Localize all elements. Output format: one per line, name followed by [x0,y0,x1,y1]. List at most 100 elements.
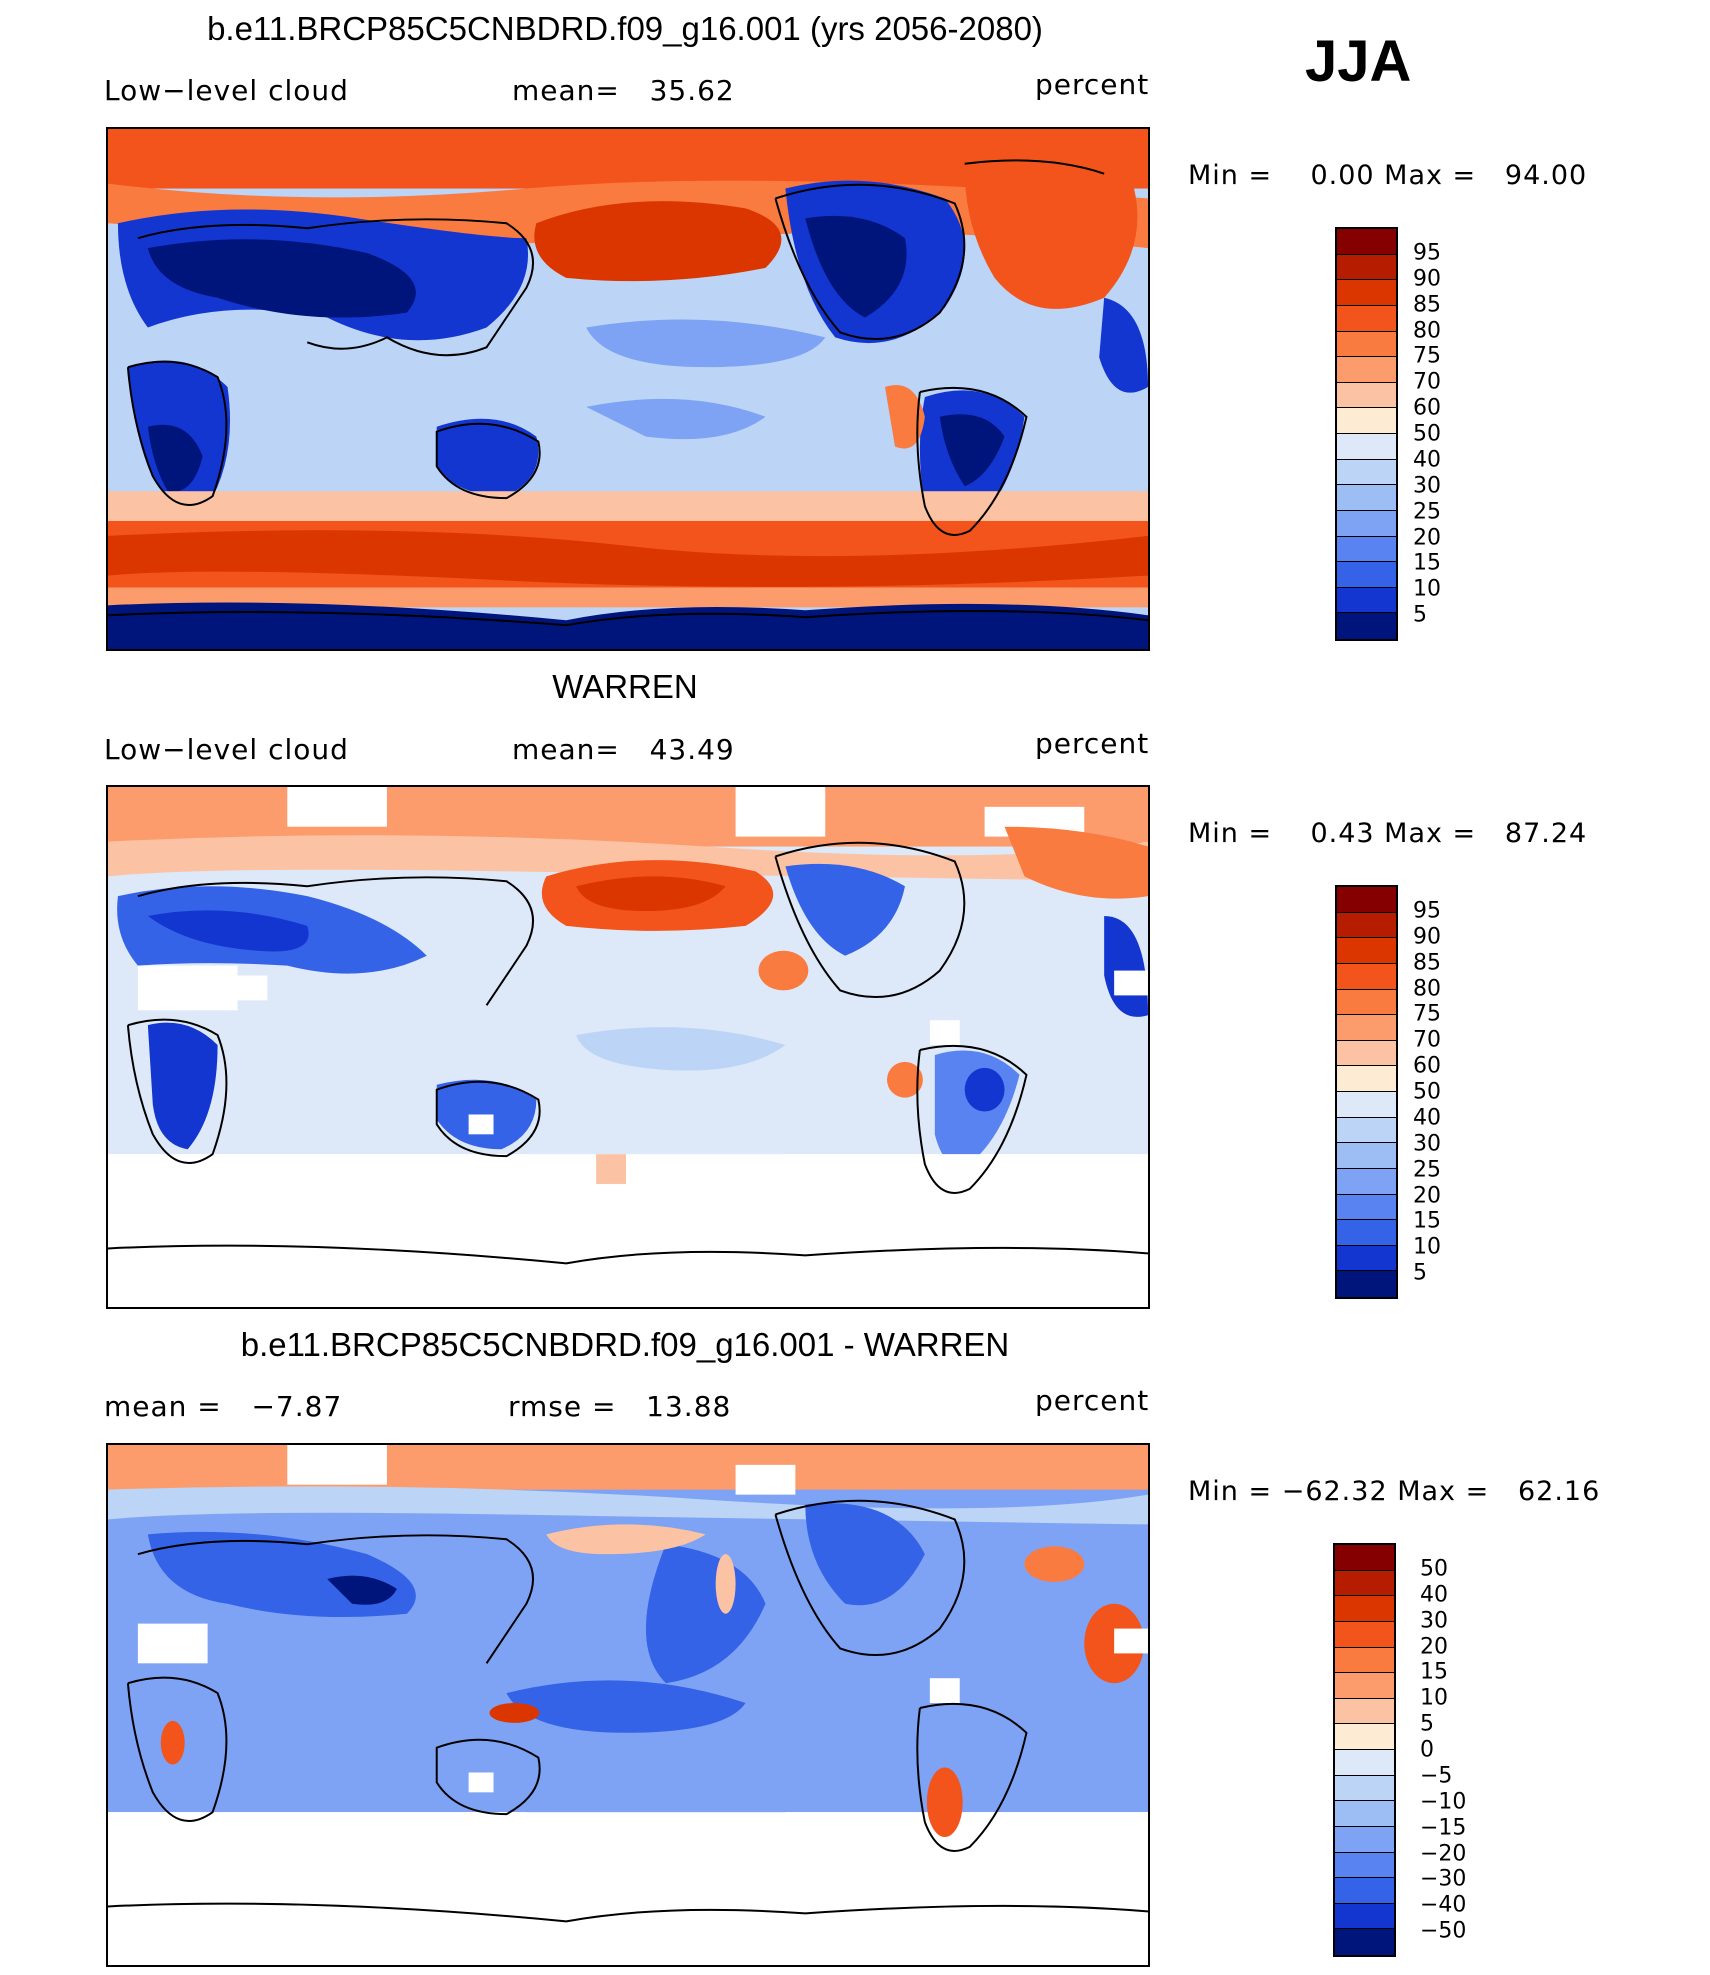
colorbar-swatch [1337,1040,1396,1067]
colorbar-swatch [1337,912,1396,939]
colorbar-swatch [1335,1673,1394,1699]
colorbar-swatch [1337,408,1396,434]
colorbar-swatch [1337,562,1396,588]
colorbar-swatch [1337,1168,1396,1195]
colorbar-tick-label: 40 [1413,447,1441,473]
colorbar-swatch [1335,1775,1394,1802]
colorbar-tick-label: 85 [1413,950,1441,976]
colorbar-tick-label: 90 [1413,266,1441,292]
colorbar-tick-label: 50 [1413,1079,1441,1105]
panel-3-mean-label: mean = −7.87 [104,1390,343,1423]
colorbar-swatch [1335,1570,1394,1597]
colorbar-swatch [1337,280,1396,306]
colorbar-tick-label: 75 [1413,1001,1441,1027]
panel-2-mean-label: mean= 43.49 [512,733,735,766]
colorbar-tick-label: 60 [1413,395,1441,421]
colorbar-tick-label: 20 [1413,1183,1441,1208]
colorbar-tick-label: 10 [1420,1685,1448,1711]
colorbar-swatch [1337,357,1396,383]
colorbar-swatch [1335,1903,1394,1930]
colorbar-tick-label: 30 [1413,1131,1441,1157]
colorbar-tick-label: −15 [1420,1815,1467,1841]
colorbar-swatch [1337,1194,1396,1221]
panel-2-colorbar-labels: 95 90 85 80 75 70 60 50 40 30 25 20 15 10 5 [1413,885,1473,1299]
panel-1-variable-label: Low−level cloud [104,74,349,107]
panel-3-min-max: Min = −62.32 Max = 62.16 [1188,1476,1601,1507]
colorbar-tick-label: −50 [1420,1918,1467,1944]
colorbar-tick-label: 80 [1413,318,1441,343]
colorbar-swatch [1335,1621,1394,1648]
colorbar-swatch [1337,331,1396,358]
colorbar-swatch [1337,536,1396,563]
colorbar-tick-label: 15 [1420,1659,1448,1685]
colorbar-tick-label: 5 [1420,1711,1434,1737]
panel-3-title: b.e11.BRCP85C5CNBDRD.f09_g16.001 - WARRE… [240,1326,1010,1363]
colorbar-swatch [1335,1724,1394,1750]
panel-1-title: b.e11.BRCP85C5CNBDRD.f09_g16.001 (yrs 20… [207,10,1043,47]
colorbar-tick-label: 10 [1413,576,1441,602]
panel-2-map [106,785,1150,1309]
panel-2-title: WARREN [552,668,698,705]
colorbar-swatch [1335,1878,1394,1904]
colorbar-swatch [1337,989,1396,1016]
season-label: JJA [1305,29,1412,94]
colorbar-swatch [1337,485,1396,511]
colorbar-tick-label: 60 [1413,1053,1441,1079]
colorbar-swatch [1335,1596,1394,1622]
colorbar-tick-label: 50 [1420,1556,1448,1582]
colorbar-swatch [1337,1220,1396,1246]
panel-2-units-label: percent [1035,727,1150,760]
colorbar-swatch [1337,587,1396,614]
colorbar-swatch [1335,1698,1394,1725]
colorbar-tick-label: 15 [1413,550,1441,576]
colorbar-tick-label: 25 [1413,1157,1441,1183]
colorbar-tick-label: 10 [1413,1234,1441,1260]
colorbar-swatch [1337,305,1396,332]
colorbar-swatch [1337,1245,1396,1272]
panel-1-map [106,127,1150,651]
colorbar-swatch [1337,1271,1396,1297]
colorbar-tick-label: 70 [1413,1027,1441,1053]
colorbar-tick-label: 25 [1413,499,1441,525]
colorbar-tick-label: 90 [1413,924,1441,950]
panel-2-colorbar [1335,885,1398,1299]
colorbar-tick-label: 15 [1413,1208,1441,1234]
colorbar-swatch [1337,1092,1396,1118]
colorbar-swatch [1337,963,1396,990]
colorbar-tick-label: 40 [1413,1105,1441,1131]
colorbar-tick-label: −30 [1420,1866,1467,1892]
colorbar-tick-label: 80 [1413,976,1441,1001]
colorbar-swatch [1337,613,1396,639]
panel-2-variable-label: Low−level cloud [104,733,349,766]
colorbar-tick-label: 30 [1420,1608,1448,1634]
colorbar-tick-label: 20 [1420,1634,1448,1659]
panel-3-units-label: percent [1035,1384,1150,1417]
colorbar-tick-label: −20 [1420,1841,1467,1866]
colorbar-swatch [1337,434,1396,460]
colorbar-tick-label: 85 [1413,292,1441,318]
colorbar-swatch [1337,382,1396,409]
panel-3-colorbar [1333,1543,1396,1957]
panel-1-min-max: Min = 0.00 Max = 94.00 [1188,160,1588,191]
colorbar-swatch [1337,938,1396,964]
panel-1-colorbar-labels: 95 90 85 80 75 70 60 50 40 30 25 20 15 10 5 [1413,227,1473,641]
colorbar-swatch [1337,887,1396,913]
panel-3-map [106,1443,1150,1967]
colorbar-swatch [1335,1750,1394,1776]
colorbar-swatch [1337,254,1396,281]
colorbar-tick-label: 95 [1413,240,1441,266]
colorbar-tick-label: 95 [1413,898,1441,924]
colorbar-swatch [1337,510,1396,537]
panel-1-colorbar [1335,227,1398,641]
colorbar-tick-label: −5 [1420,1763,1453,1789]
panel-3-colorbar-labels: 50 40 30 20 15 10 5 0 −5 −10 −15 −20 −30 −40 −50 [1420,1543,1480,1957]
panel-1-mean-label: mean= 35.62 [512,74,735,107]
colorbar-swatch [1337,1143,1396,1169]
colorbar-swatch [1335,1929,1394,1955]
colorbar-swatch [1335,1826,1394,1853]
panel-3-rmse-label: rmse = 13.88 [508,1390,732,1423]
colorbar-swatch [1335,1545,1394,1571]
colorbar-tick-label: 75 [1413,343,1441,369]
panel-2-min-max: Min = 0.43 Max = 87.24 [1188,818,1588,849]
colorbar-tick-label: 30 [1413,473,1441,499]
